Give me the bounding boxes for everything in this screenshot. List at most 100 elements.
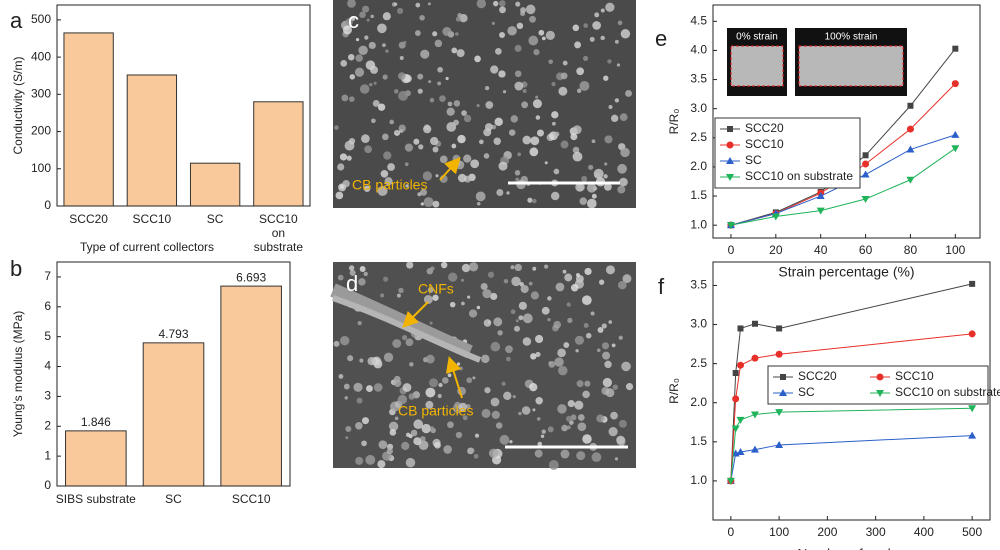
particle — [509, 440, 513, 444]
particle — [462, 415, 468, 421]
particle — [506, 191, 510, 195]
particle — [355, 37, 360, 42]
particle — [521, 101, 529, 109]
particle — [491, 21, 495, 25]
marker — [816, 192, 825, 200]
y-axis-label: Conductivity (S/m) — [11, 56, 25, 154]
particle — [490, 397, 500, 407]
particle — [547, 317, 551, 322]
particle — [619, 113, 628, 122]
particle — [435, 174, 439, 178]
particle — [585, 332, 592, 339]
x-tick-label: 0 — [728, 525, 735, 539]
marker — [737, 325, 744, 332]
particle — [343, 383, 350, 390]
particle — [566, 425, 571, 430]
particle — [420, 49, 430, 59]
particle — [579, 80, 590, 91]
plot-frame — [56, 4, 311, 207]
x-tick-label: 100 — [945, 243, 965, 257]
particle — [463, 114, 472, 123]
particle — [483, 153, 490, 159]
particle — [405, 338, 414, 347]
particle — [501, 381, 506, 386]
particle — [522, 89, 527, 93]
x-tick-label: SIBS substrate — [56, 492, 136, 506]
particle — [399, 55, 404, 60]
fiber — [332, 295, 482, 363]
particle — [625, 383, 634, 391]
particle — [499, 32, 506, 38]
particle — [457, 173, 467, 183]
particle — [372, 100, 380, 107]
marker — [968, 330, 976, 338]
particle — [572, 125, 582, 135]
particle — [584, 380, 591, 387]
particle — [361, 134, 370, 143]
particle — [596, 348, 601, 353]
particle — [514, 170, 521, 176]
y-tick-label: 3 — [44, 389, 51, 403]
particle — [503, 278, 509, 284]
particle — [487, 271, 495, 278]
x-tick-label: 60 — [859, 243, 873, 257]
legend-label: SC — [798, 385, 815, 399]
series-line — [730, 333, 973, 481]
x-tick-label: SCC10 on substrate — [254, 212, 304, 254]
series-line — [730, 147, 956, 226]
particle — [409, 362, 414, 367]
x-tick-label: 40 — [814, 243, 828, 257]
y-tick-label: 2.5 — [690, 356, 707, 370]
particle — [514, 81, 524, 91]
fiber — [330, 283, 473, 359]
particle — [572, 146, 580, 154]
series-line — [730, 435, 973, 481]
marker — [751, 354, 759, 362]
particle — [340, 59, 348, 67]
particle — [600, 35, 605, 41]
marker — [862, 152, 869, 159]
particle — [404, 162, 409, 167]
y-tick-label: 2.0 — [690, 395, 707, 409]
particle — [386, 448, 393, 455]
particle — [608, 427, 618, 437]
particle — [378, 440, 388, 450]
particle — [446, 107, 455, 116]
particle — [576, 380, 584, 388]
particle — [344, 140, 355, 151]
particle — [560, 449, 570, 459]
particle — [604, 135, 613, 144]
particle — [394, 2, 398, 6]
particle — [483, 319, 492, 327]
particle — [518, 301, 527, 310]
particle — [532, 266, 537, 271]
particle — [380, 169, 389, 178]
particle — [476, 305, 481, 310]
marker — [952, 45, 959, 52]
particle — [560, 72, 568, 80]
particle — [553, 168, 560, 175]
particle — [603, 174, 608, 179]
particle — [383, 276, 389, 282]
marker — [732, 370, 739, 377]
particle — [382, 74, 388, 80]
particle — [385, 49, 389, 53]
y-tick-label: 3.5 — [690, 278, 707, 292]
particle — [586, 198, 597, 209]
particle — [413, 138, 420, 145]
particle — [481, 354, 490, 364]
particle — [402, 383, 412, 392]
particle — [380, 293, 385, 298]
particle — [482, 289, 492, 299]
particle — [473, 453, 479, 459]
particle — [346, 155, 352, 161]
particle — [611, 343, 616, 348]
particle — [394, 416, 399, 421]
marker — [969, 280, 976, 287]
particle — [398, 72, 406, 80]
bar — [189, 162, 241, 207]
particle — [410, 429, 418, 437]
particle — [398, 287, 404, 294]
particle — [429, 378, 439, 388]
